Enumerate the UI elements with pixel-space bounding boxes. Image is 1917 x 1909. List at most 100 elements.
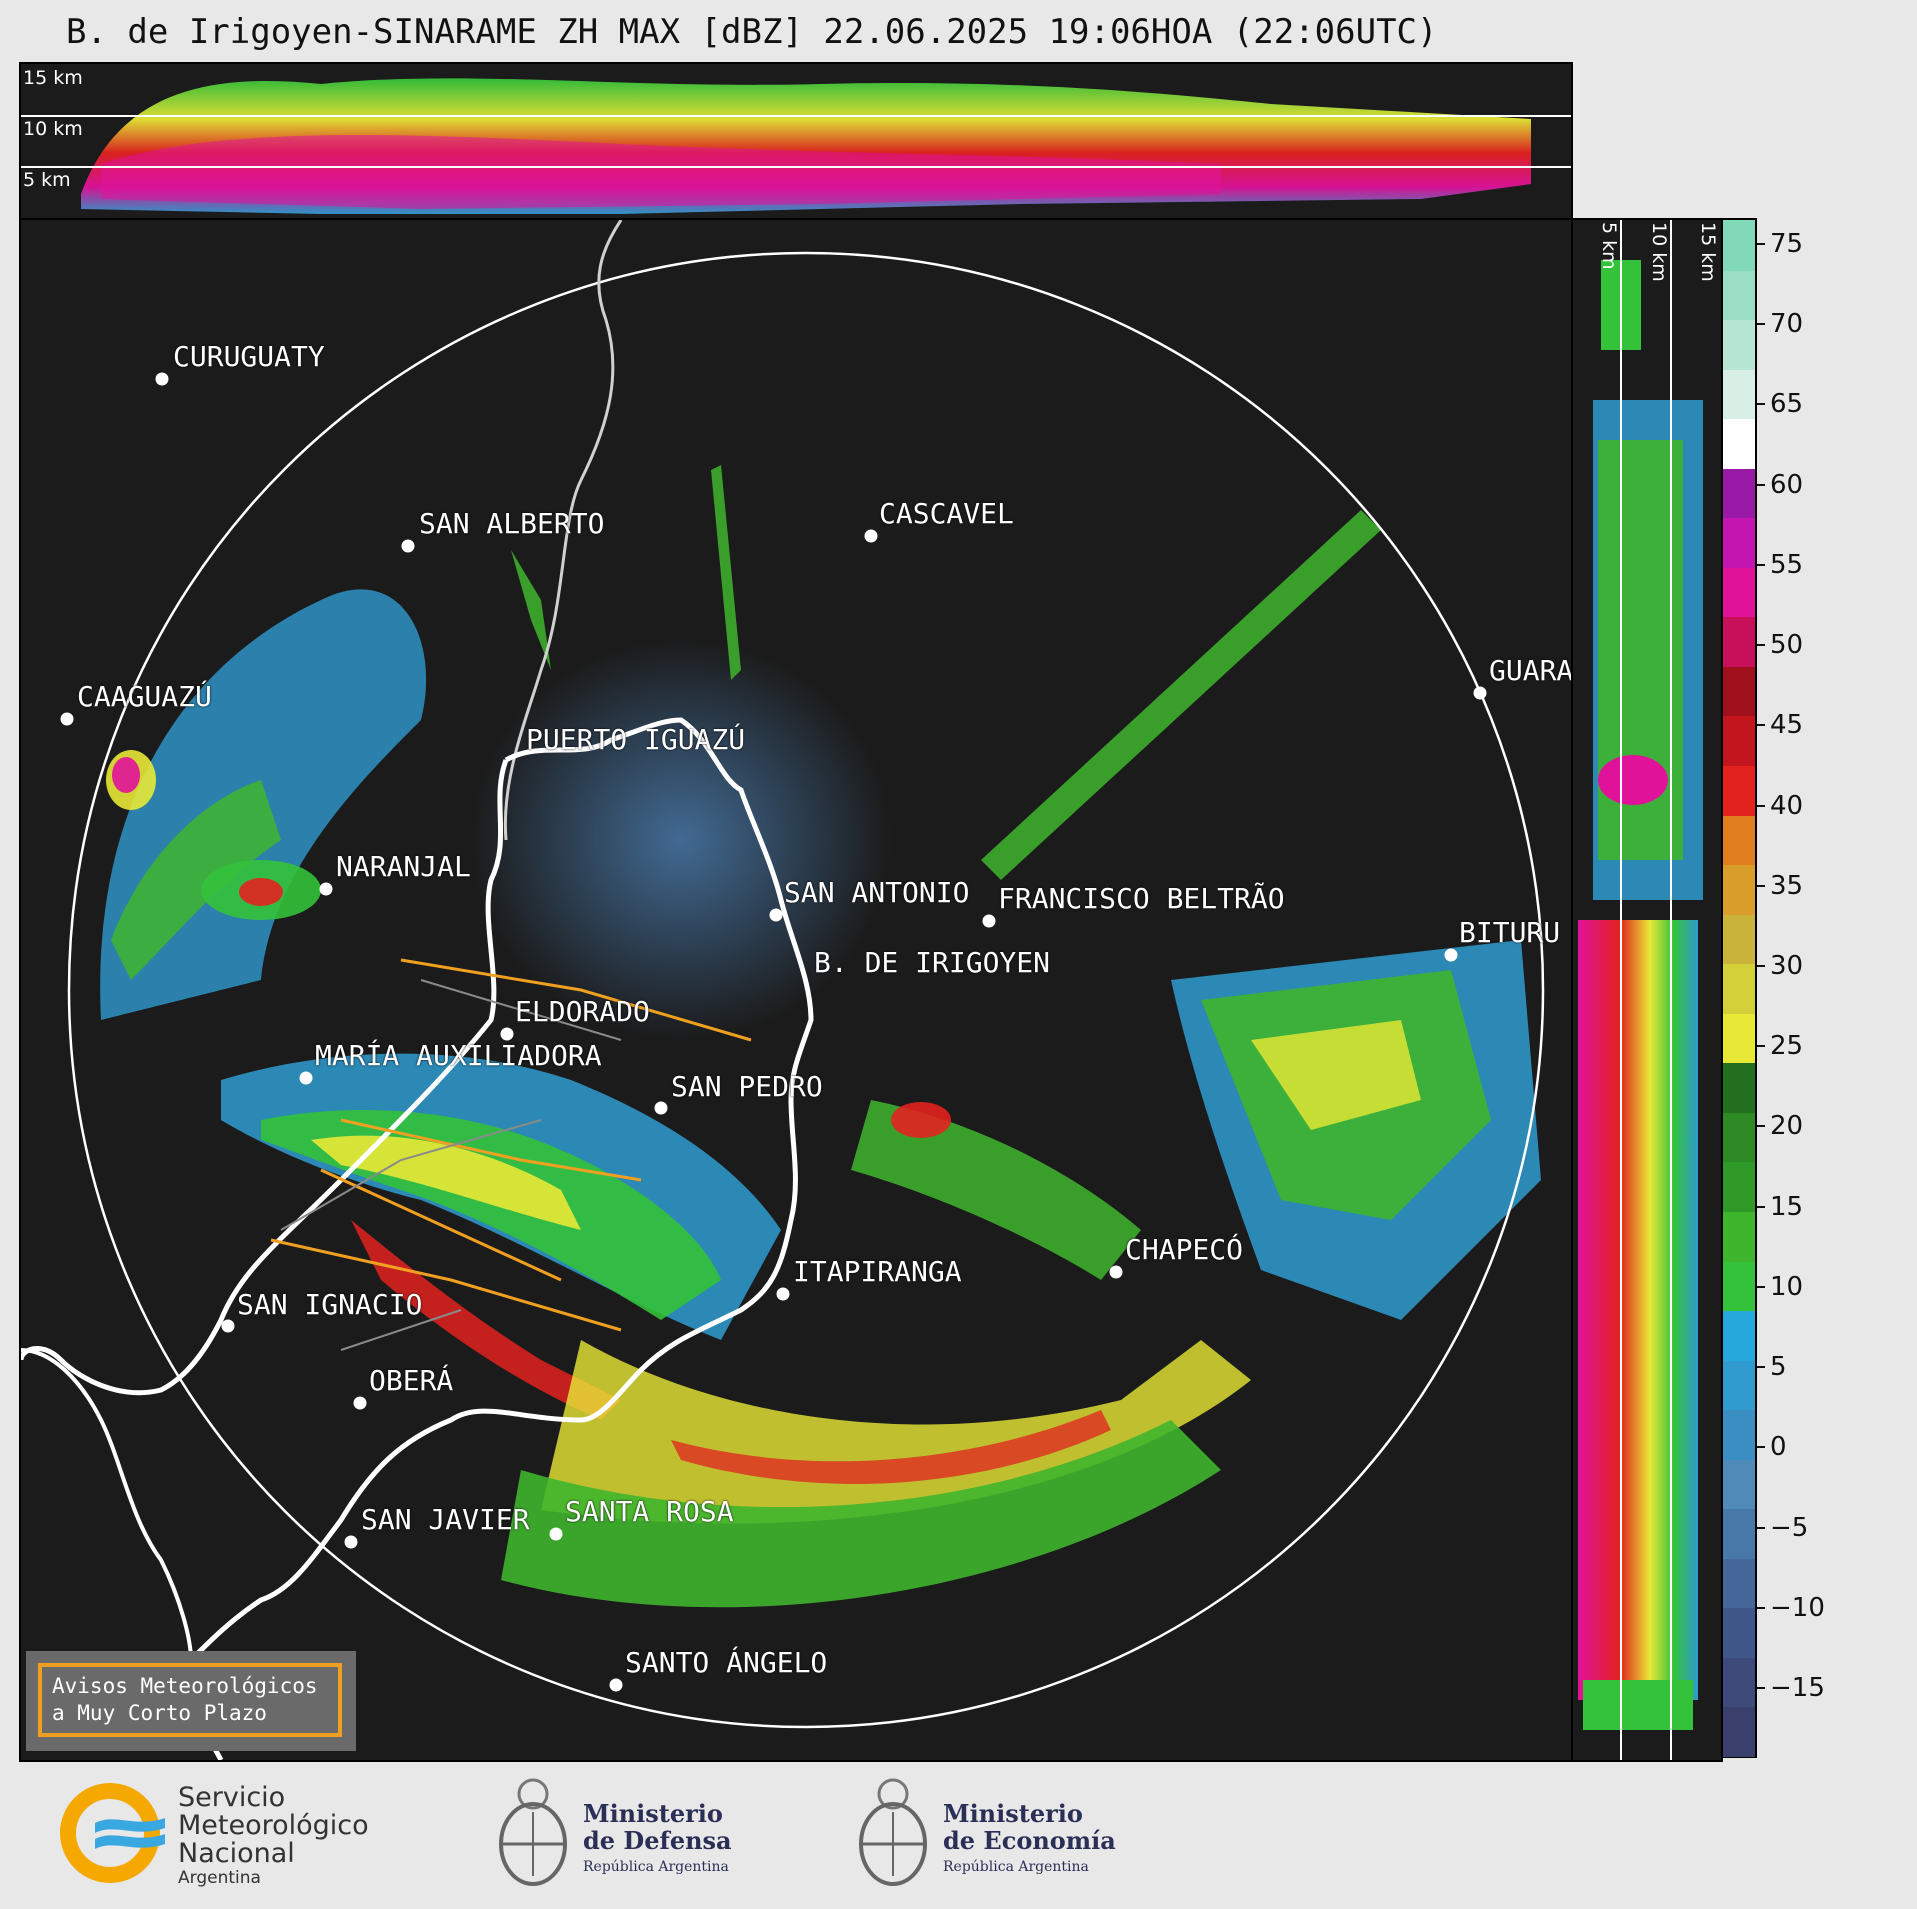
- colorbar-segment: [1723, 1210, 1755, 1262]
- colorbar-segment: [1723, 1656, 1755, 1708]
- colorbar-tick-label: 60: [1770, 469, 1804, 500]
- colorbar-tick: [1757, 884, 1765, 887]
- argentina-coat-of-arms-icon: [499, 1778, 567, 1886]
- colorbar-tick-label: 45: [1770, 710, 1804, 741]
- colorbar-tick: [1757, 1125, 1765, 1128]
- colorbar-segment: [1723, 1706, 1755, 1757]
- city-label-puerto-iguazu: PUERTO IGUAZÚ: [526, 723, 746, 756]
- colorbar-tick: [1757, 1606, 1765, 1609]
- colorbar-segment: [1723, 1260, 1755, 1312]
- chart-title: B. de Irigoyen-SINARAME ZH MAX [dBZ] 22.…: [66, 12, 1438, 52]
- smn-line1: Servicio: [178, 1782, 286, 1813]
- smn-line2: Meteorológico: [178, 1810, 369, 1841]
- colorbar-tick-label: 20: [1770, 1111, 1804, 1142]
- city-marker-chapeco: [1109, 1265, 1123, 1279]
- city-label-san-alberto: SAN ALBERTO: [419, 507, 605, 540]
- argentina-coat-of-arms-icon: [859, 1778, 927, 1886]
- city-label-guara: GUARA: [1489, 654, 1573, 687]
- colorbar-tick-label: 40: [1770, 790, 1804, 821]
- city-label-naranjal: NARANJAL: [336, 850, 471, 883]
- colorbar-segment: [1723, 368, 1755, 420]
- colorbar-segment: [1723, 1508, 1755, 1559]
- smn-logo-text: Servicio Meteorológico Nacional Argentin…: [178, 1782, 369, 1889]
- colorbar-segment: [1723, 963, 1755, 1014]
- defensa-line1: Ministerio: [583, 1799, 723, 1828]
- colorbar-tick: [1757, 1366, 1765, 1369]
- colorbar-tick: [1757, 644, 1765, 647]
- colorbar-segment: [1723, 765, 1755, 816]
- colorbar-segment: [1723, 319, 1755, 370]
- colorbar-segment: [1723, 467, 1755, 519]
- colorbar-segment: [1723, 1607, 1755, 1658]
- city-marker-itapiranga: [776, 1287, 790, 1301]
- city-label-cascavel: CASCAVEL: [879, 497, 1014, 530]
- city-label-san-ignacio: SAN IGNACIO: [237, 1288, 423, 1321]
- colorbar-tick-label: 5: [1770, 1352, 1787, 1383]
- city-marker-san-ignacio: [221, 1319, 235, 1333]
- radar-map-image: [21, 220, 1545, 1760]
- colorbar-tick: [1757, 1205, 1765, 1208]
- city-label-san-javier: SAN JAVIER: [361, 1503, 530, 1536]
- colorbar-tick: [1757, 1446, 1765, 1449]
- top-km-label-10: 10 km: [23, 118, 83, 140]
- colorbar-segment: [1723, 1409, 1755, 1460]
- defensa-line2: de Defensa: [583, 1826, 732, 1855]
- city-label-obera: OBERÁ: [369, 1364, 454, 1397]
- colorbar-tick-label: 35: [1770, 870, 1804, 901]
- city-marker-cascavel: [864, 529, 878, 543]
- colorbar-segment: [1723, 913, 1755, 965]
- city-marker-guara: [1473, 686, 1487, 700]
- city-label-eldorado: ELDORADO: [515, 995, 650, 1028]
- colorbar-segment: [1723, 220, 1755, 271]
- colorbar-tick-label: −15: [1770, 1673, 1825, 1703]
- economia-logo-text: Ministerio de Economía República Argenti…: [943, 1800, 1116, 1881]
- colorbar-segment: [1723, 1012, 1755, 1064]
- city-marker-santo-angelo: [609, 1678, 623, 1692]
- side-cross-section-panel: 5 km 10 km 15 km: [1571, 218, 1723, 1762]
- economia-line2: de Economía: [943, 1826, 1116, 1855]
- colorbar-tick-label: 25: [1770, 1031, 1804, 1062]
- warning-legend-line2: a Muy Corto Plazo: [52, 1701, 267, 1725]
- city-label-maria-auxiliadora: MARÍA AUXILIADORA: [315, 1039, 602, 1072]
- colorbar-tick-label: 65: [1770, 389, 1804, 420]
- city-marker-eldorado: [500, 1027, 514, 1041]
- colorbar-tick: [1757, 965, 1765, 967]
- city-marker-naranjal: [319, 882, 333, 896]
- city-label-chapeco: CHAPECÓ: [1125, 1233, 1244, 1266]
- city-label-caaguazu: CAAGUAZÚ: [77, 680, 212, 713]
- colorbar-tick-label: 30: [1770, 951, 1804, 981]
- side-cross-section-image: [1578, 220, 1703, 1760]
- colorbar-tick: [1757, 1285, 1765, 1288]
- colorbar-tick-label: −10: [1770, 1592, 1825, 1623]
- city-label-san-antonio: SAN ANTONIO: [784, 876, 970, 909]
- city-marker-curuguaty: [155, 372, 169, 386]
- city-label-santo-angelo: SANTO ÁNGELO: [625, 1646, 828, 1679]
- colorbar-tick-label: 10: [1770, 1271, 1804, 1302]
- colorbar-tick-label: 75: [1770, 229, 1804, 259]
- city-marker-francisco-beltrao: [982, 914, 996, 928]
- top-cross-section-image: [21, 78, 1571, 215]
- colorbar-tick-label: 0: [1770, 1432, 1787, 1463]
- dbz-colorbar: [1721, 218, 1757, 1758]
- city-label-curuguaty: CURUGUATY: [173, 340, 325, 373]
- colorbar-tick-label: 50: [1770, 630, 1804, 661]
- colorbar-tick: [1757, 1526, 1765, 1529]
- colorbar-tick-label: 15: [1770, 1191, 1804, 1222]
- colorbar-segment: [1723, 566, 1755, 618]
- colorbar-segment: [1723, 1557, 1755, 1609]
- defensa-line3: República Argentina: [583, 1859, 729, 1875]
- colorbar-tick: [1757, 804, 1765, 807]
- radar-map-panel: CURUGUATY SAN ALBERTO CASCAVEL CAAGUAZÚ …: [19, 218, 1573, 1762]
- defensa-logo-text: Ministerio de Defensa República Argentin…: [583, 1800, 732, 1881]
- side-km-label-5: 5 km: [1598, 222, 1620, 270]
- top-cross-section-panel: 15 km 10 km 5 km: [19, 62, 1573, 220]
- city-marker-caaguazu: [60, 712, 74, 726]
- city-marker-santa-rosa: [549, 1527, 563, 1541]
- colorbar-tick: [1757, 1687, 1765, 1689]
- smn-line3: Nacional: [178, 1838, 295, 1869]
- city-label-san-pedro: SAN PEDRO: [671, 1070, 823, 1103]
- colorbar-segment: [1723, 1062, 1755, 1113]
- colorbar-segment: [1723, 1458, 1755, 1510]
- city-marker-san-antonio: [769, 908, 783, 922]
- colorbar-segment: [1723, 814, 1755, 866]
